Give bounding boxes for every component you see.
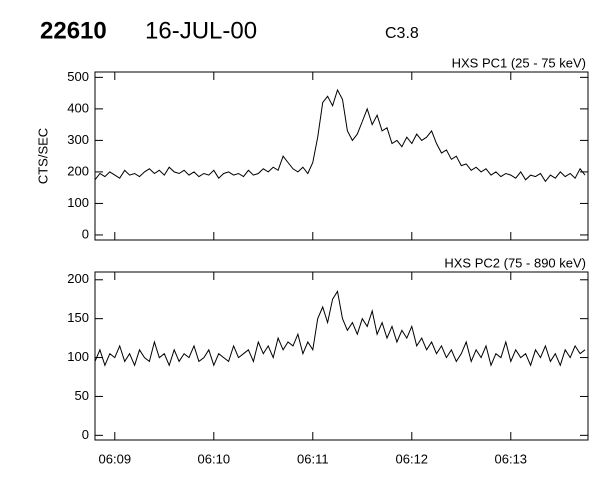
y-tick-label: 200 bbox=[67, 271, 89, 286]
y-tick-label: 100 bbox=[67, 195, 89, 210]
x-tick-label: 06:13 bbox=[495, 451, 528, 466]
panel-title: HXS PC2 (75 - 890 keV) bbox=[444, 255, 586, 270]
panel-title: HXS PC1 (25 - 75 keV) bbox=[452, 55, 586, 70]
y-axis-label: CTS/SEC bbox=[35, 128, 50, 184]
x-tick-label: 06:11 bbox=[297, 451, 329, 466]
y-tick-label: 100 bbox=[67, 349, 89, 364]
y-tick-label: 200 bbox=[67, 163, 89, 178]
event-id: 22610 bbox=[40, 17, 107, 44]
flare-class: C3.8 bbox=[385, 25, 419, 42]
y-tick-label: 300 bbox=[67, 132, 89, 147]
plot-frame bbox=[94, 271, 589, 441]
y-tick-label: 400 bbox=[67, 100, 89, 115]
x-tick-label: 06:10 bbox=[198, 451, 231, 466]
plot-frame bbox=[94, 71, 589, 241]
y-tick-label: 50 bbox=[75, 388, 89, 403]
x-tick-label: 06:09 bbox=[99, 451, 132, 466]
data-line bbox=[94, 88, 586, 183]
date: 16-JUL-00 bbox=[145, 17, 257, 44]
y-tick-label: 500 bbox=[67, 69, 89, 84]
y-tick-label: 0 bbox=[82, 226, 89, 241]
data-line bbox=[94, 290, 586, 367]
y-tick-label: 150 bbox=[67, 310, 89, 325]
y-tick-label: 0 bbox=[82, 427, 89, 442]
x-tick-label: 06:12 bbox=[396, 451, 429, 466]
